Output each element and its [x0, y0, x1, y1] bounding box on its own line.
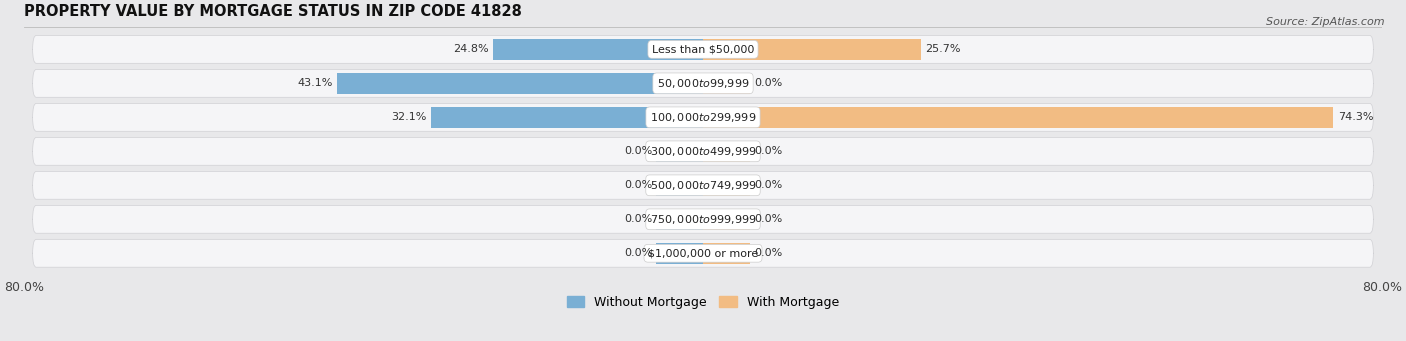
Text: 24.8%: 24.8% — [453, 44, 488, 54]
Text: Source: ZipAtlas.com: Source: ZipAtlas.com — [1267, 17, 1385, 27]
Bar — [703, 209, 749, 230]
FancyBboxPatch shape — [32, 205, 1374, 233]
Text: PROPERTY VALUE BY MORTGAGE STATUS IN ZIP CODE 41828: PROPERTY VALUE BY MORTGAGE STATUS IN ZIP… — [24, 4, 522, 19]
FancyBboxPatch shape — [32, 239, 1374, 267]
Bar — [703, 175, 749, 196]
Bar — [657, 209, 703, 230]
Bar — [703, 73, 749, 94]
FancyBboxPatch shape — [32, 137, 1374, 165]
Legend: Without Mortgage, With Mortgage: Without Mortgage, With Mortgage — [562, 291, 844, 314]
Bar — [703, 243, 749, 264]
FancyBboxPatch shape — [32, 35, 1374, 63]
Text: 0.0%: 0.0% — [624, 180, 652, 190]
Text: $50,000 to $99,999: $50,000 to $99,999 — [657, 77, 749, 90]
Text: 0.0%: 0.0% — [624, 146, 652, 156]
Text: 25.7%: 25.7% — [925, 44, 960, 54]
Text: 74.3%: 74.3% — [1337, 112, 1374, 122]
Text: 0.0%: 0.0% — [754, 248, 782, 258]
Bar — [492, 39, 703, 60]
Text: $1,000,000 or more: $1,000,000 or more — [648, 248, 758, 258]
Bar — [703, 107, 1333, 128]
Text: 0.0%: 0.0% — [624, 214, 652, 224]
Text: $500,000 to $749,999: $500,000 to $749,999 — [650, 179, 756, 192]
Bar — [657, 141, 703, 162]
Text: 0.0%: 0.0% — [754, 180, 782, 190]
Text: 32.1%: 32.1% — [391, 112, 426, 122]
Bar — [657, 243, 703, 264]
Text: 43.1%: 43.1% — [298, 78, 333, 88]
Text: Less than $50,000: Less than $50,000 — [652, 44, 754, 54]
Text: $100,000 to $299,999: $100,000 to $299,999 — [650, 111, 756, 124]
Text: 0.0%: 0.0% — [754, 214, 782, 224]
Text: $300,000 to $499,999: $300,000 to $499,999 — [650, 145, 756, 158]
Text: 0.0%: 0.0% — [754, 78, 782, 88]
Bar — [657, 175, 703, 196]
Bar — [703, 39, 921, 60]
Text: 0.0%: 0.0% — [624, 248, 652, 258]
FancyBboxPatch shape — [32, 103, 1374, 131]
Text: 0.0%: 0.0% — [754, 146, 782, 156]
FancyBboxPatch shape — [32, 70, 1374, 97]
Text: $750,000 to $999,999: $750,000 to $999,999 — [650, 213, 756, 226]
Bar — [430, 107, 703, 128]
Bar — [337, 73, 703, 94]
FancyBboxPatch shape — [32, 172, 1374, 199]
Bar — [703, 141, 749, 162]
